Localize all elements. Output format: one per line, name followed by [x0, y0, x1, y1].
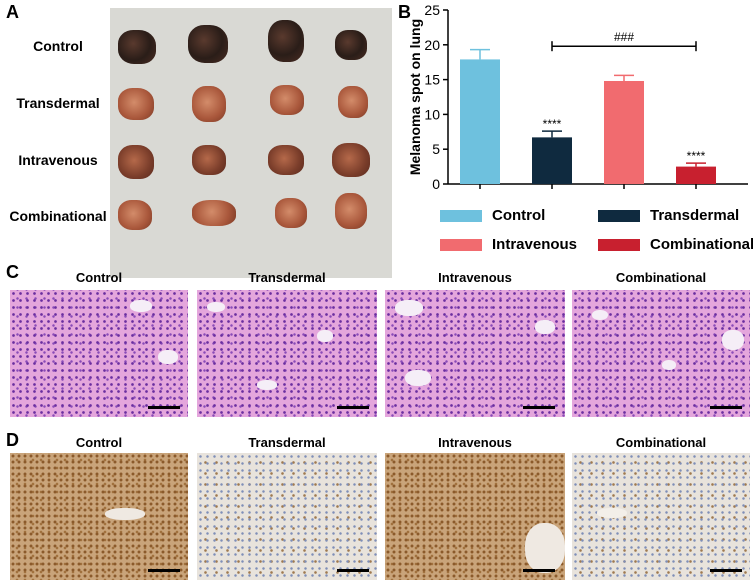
y-tick-label: 10: [424, 106, 440, 122]
y-axis-label: Melanoma spot on lung: [407, 19, 423, 175]
legend-label: Control: [492, 207, 546, 224]
alveolar-space: [592, 310, 608, 320]
legend-label: Intravenous: [492, 236, 578, 253]
tile-title-transdermal: Transdermal: [248, 435, 326, 450]
tile-title-transdermal: Transdermal: [248, 270, 326, 285]
y-tick-label: 20: [424, 37, 440, 53]
ihc-image-combinational: [572, 453, 750, 580]
scale-bar: [337, 569, 369, 572]
he-image-control: [10, 290, 188, 417]
tile-title-combinational: Combinational: [615, 435, 707, 450]
row-label-combinational: Combinational: [9, 208, 107, 224]
alveolar-space: [535, 320, 555, 334]
tile-title-intravenous: Intravenous: [438, 270, 512, 285]
tile-title-intravenous: Intravenous: [438, 435, 512, 450]
alveolar-space: [405, 370, 431, 386]
he-image-transdermal: [197, 290, 377, 417]
y-tick-group: 0 5 10 15 20 25: [424, 2, 448, 192]
lung-specimen: [332, 143, 370, 177]
he-image-combinational: [572, 290, 750, 417]
lung-specimen: [268, 20, 304, 62]
lung-specimen: [268, 145, 304, 175]
tile-title-control: Control: [75, 270, 123, 285]
lung-specimen: [188, 25, 228, 63]
bar-intravenous: [604, 80, 644, 184]
ihc-image-control: [10, 453, 188, 580]
vessel-space: [105, 508, 145, 520]
lung-specimen: [118, 88, 154, 120]
lung-specimen: [118, 30, 156, 64]
alveolar-space: [395, 300, 423, 316]
alveolar-space: [158, 350, 178, 364]
panel-letter-d: D: [6, 430, 19, 450]
y-tick-label: 5: [432, 141, 440, 157]
ihc-image-transdermal: [197, 453, 377, 580]
lung-specimen: [192, 86, 226, 122]
row-label-transdermal: Transdermal: [16, 95, 100, 111]
bar-group: **** ****: [460, 48, 716, 184]
alveolar-space: [317, 330, 333, 342]
y-tick-label: 15: [424, 72, 440, 88]
vessel-space: [525, 523, 565, 573]
lung-specimen: [338, 86, 368, 118]
lung-specimen: [192, 145, 226, 175]
panel-letter-a: A: [6, 2, 19, 22]
legend-swatch: [440, 209, 482, 222]
lung-specimen: [192, 200, 236, 226]
alveolar-space: [722, 330, 744, 350]
y-tick-label: 25: [424, 2, 440, 18]
legend-label: Transdermal: [650, 207, 740, 224]
lung-specimen: [270, 85, 304, 115]
scale-bar: [148, 569, 180, 572]
row-label-control: Control: [33, 38, 83, 54]
lung-specimen: [335, 193, 367, 229]
lung-specimen: [335, 30, 367, 60]
scale-bar: [337, 406, 369, 409]
tile-title-combinational: Combinational: [615, 270, 707, 285]
legend-swatch: [598, 238, 640, 251]
scale-bar: [710, 569, 742, 572]
significance-bracket: ###: [551, 30, 697, 52]
legend-item-combinational: Combinational: [598, 236, 753, 253]
legend-item-transdermal: Transdermal: [598, 207, 739, 224]
alveolar-space: [257, 380, 277, 390]
panel-letter-b: B: [398, 2, 411, 22]
legend-item-intravenous: Intravenous: [440, 236, 577, 253]
legend-swatch: [598, 209, 640, 222]
bracket-label: ###: [614, 30, 634, 44]
panel-letter-c: C: [6, 262, 19, 282]
bar-combinational: [676, 166, 716, 184]
bar-transdermal: [532, 137, 572, 184]
ihc-image-intravenous: [385, 453, 565, 580]
row-label-intravenous: Intravenous: [18, 152, 98, 168]
alveolar-space: [662, 360, 676, 370]
he-image-intravenous: [385, 290, 565, 417]
scale-bar: [148, 406, 180, 409]
y-tick-label: 0: [432, 176, 440, 192]
alveolar-space: [207, 302, 225, 312]
legend-label: Combinational: [650, 236, 753, 253]
alveolar-space: [130, 300, 152, 312]
vessel-space: [597, 508, 627, 518]
scale-bar: [523, 406, 555, 409]
significance-label: ****: [543, 117, 562, 131]
significance-label: ****: [687, 149, 706, 163]
scale-bar: [523, 569, 555, 572]
lung-specimen: [275, 198, 307, 228]
legend-item-control: Control: [440, 207, 545, 224]
x-tick-group: [479, 184, 697, 189]
tile-title-control: Control: [75, 435, 123, 450]
lung-specimen: [118, 145, 154, 179]
scale-bar: [710, 406, 742, 409]
lung-specimen: [118, 200, 152, 230]
bar-control: [460, 59, 500, 184]
legend-swatch: [440, 238, 482, 251]
